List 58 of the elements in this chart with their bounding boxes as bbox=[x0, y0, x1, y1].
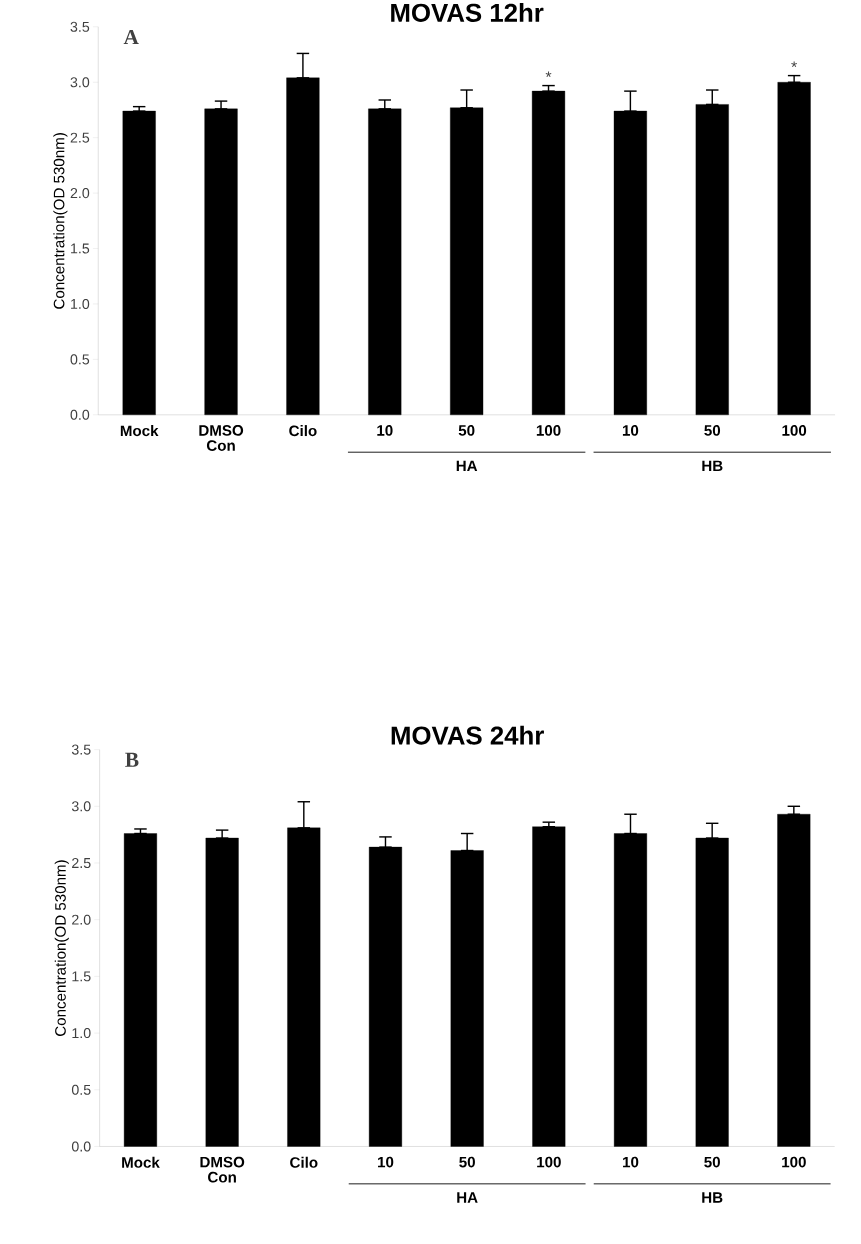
y-tick-label: 1.5 bbox=[70, 243, 90, 254]
y-tick-label: 2.5 bbox=[70, 132, 90, 143]
chart-title: MOVAS 24hr bbox=[391, 725, 544, 745]
y-tick-label: 0.0 bbox=[71, 1141, 91, 1152]
y-tick-label: 0.5 bbox=[71, 1084, 91, 1095]
y-tick-label: 0.5 bbox=[70, 354, 90, 365]
x-tick-label: 10 bbox=[377, 1156, 394, 1168]
x-tick-label: 100 bbox=[782, 1156, 806, 1168]
bar bbox=[532, 826, 566, 1147]
x-tick-label: DMSO Con bbox=[200, 1156, 245, 1183]
bar bbox=[531, 90, 565, 415]
x-tick-label: 100 bbox=[537, 1156, 561, 1168]
x-tick-label: 10 bbox=[622, 1156, 639, 1168]
y-tick-label: 3.0 bbox=[71, 801, 91, 812]
annotation: B bbox=[125, 752, 139, 767]
annotation: * bbox=[545, 71, 552, 78]
x-tick-label: Mock bbox=[120, 425, 159, 437]
bar bbox=[613, 110, 647, 415]
y-tick-label: 1.0 bbox=[70, 298, 90, 309]
x-tick-label: 100 bbox=[782, 425, 807, 436]
x-tick-label: 100 bbox=[536, 425, 561, 436]
y-tick-label: 3.5 bbox=[71, 744, 91, 755]
x-tick-label: Mock bbox=[122, 1156, 160, 1168]
x-tick-label: Cilo bbox=[289, 425, 317, 437]
bar bbox=[695, 837, 729, 1147]
bar bbox=[122, 110, 156, 415]
bar bbox=[368, 846, 402, 1147]
y-tick-label: 3.5 bbox=[70, 21, 90, 32]
x-tick-label: 50 bbox=[704, 425, 720, 436]
x-tick-label: 50 bbox=[458, 425, 475, 436]
y-tick-label: 3.0 bbox=[70, 77, 90, 88]
y-tick-label: 2.5 bbox=[72, 857, 91, 869]
y-tick-label: 2.0 bbox=[70, 188, 90, 199]
bar bbox=[286, 77, 320, 415]
y-tick-label: 2.0 bbox=[72, 914, 91, 925]
x-tick-label: 10 bbox=[622, 425, 639, 436]
y-tick-label: 0.0 bbox=[70, 409, 90, 420]
bar bbox=[123, 833, 157, 1147]
chart-title: MOVAS 12hr bbox=[391, 2, 544, 22]
text: HA bbox=[457, 1192, 478, 1203]
y-axis-title: Concentration(OD 530nm) bbox=[53, 133, 68, 309]
text: HB bbox=[702, 460, 723, 472]
annotation: * bbox=[791, 61, 797, 68]
bar bbox=[205, 837, 239, 1147]
annotation: A bbox=[123, 29, 139, 45]
x-tick-label: 50 bbox=[704, 1156, 720, 1168]
y-tick-label: 1.0 bbox=[72, 1028, 91, 1039]
y-axis-title: Concentration(OD 530nm) bbox=[54, 860, 69, 1036]
bar bbox=[287, 827, 321, 1147]
y-tick-label: 1.5 bbox=[72, 971, 91, 982]
bar bbox=[368, 108, 402, 415]
bar bbox=[204, 108, 238, 415]
text: HA bbox=[456, 460, 478, 472]
x-tick-label: DMSO Con bbox=[199, 425, 244, 451]
x-tick-label: 10 bbox=[377, 425, 393, 436]
x-tick-label: Cilo bbox=[290, 1156, 318, 1168]
text: HB bbox=[702, 1192, 723, 1203]
x-tick-label: 50 bbox=[459, 1156, 475, 1168]
